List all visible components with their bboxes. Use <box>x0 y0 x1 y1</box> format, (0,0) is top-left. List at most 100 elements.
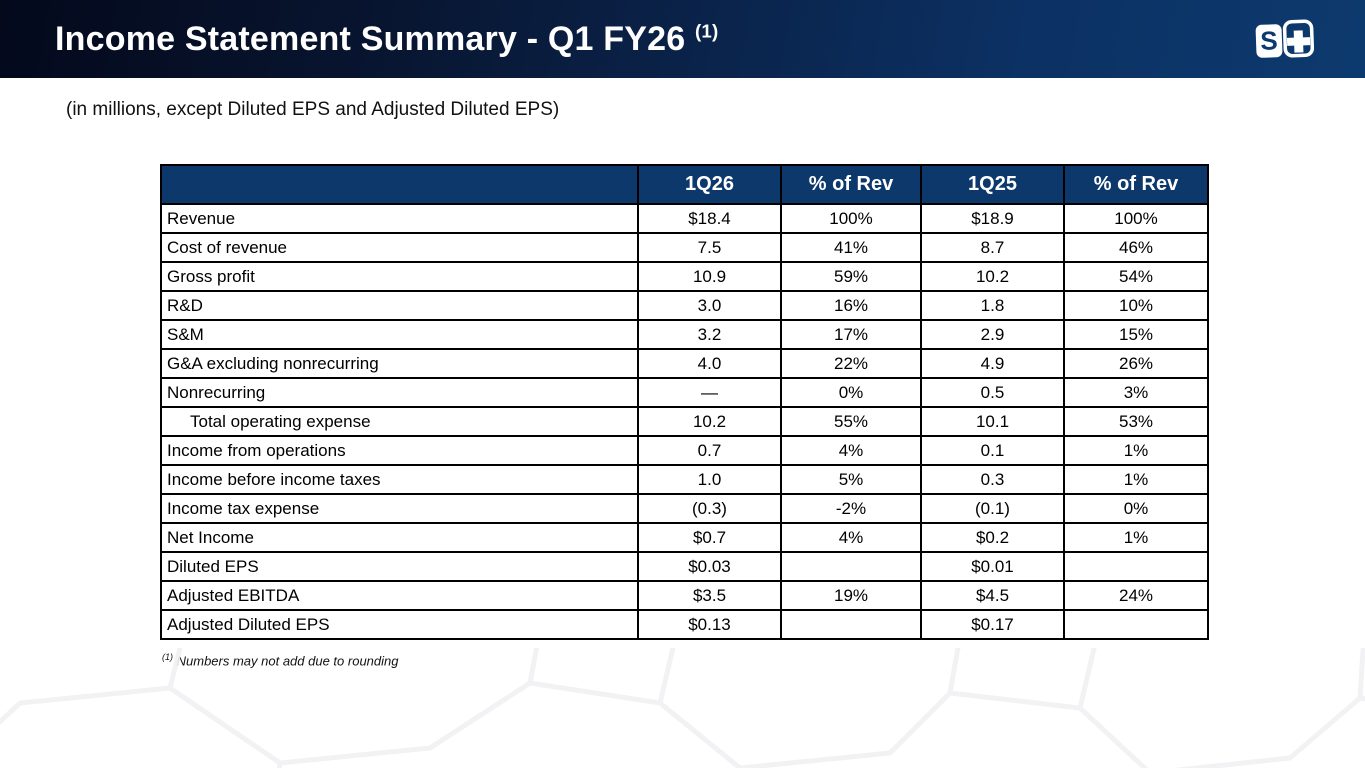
table-row: Income before income taxes 1.0 5% 0.3 1% <box>160 464 1209 495</box>
row-label: Nonrecurring <box>160 377 639 408</box>
row-value <box>1063 609 1209 640</box>
row-value: 17% <box>780 319 922 350</box>
row-value: 1.0 <box>637 464 782 495</box>
row-label: Adjusted Diluted EPS <box>160 609 639 640</box>
row-value: 10.1 <box>920 406 1065 437</box>
row-value: 0.3 <box>920 464 1065 495</box>
row-value: 1.8 <box>920 290 1065 321</box>
row-value: 1% <box>1063 435 1209 466</box>
table-row: R&D 3.0 16% 1.8 10% <box>160 290 1209 321</box>
row-value: $0.17 <box>920 609 1065 640</box>
row-value: 8.7 <box>920 232 1065 263</box>
row-label: Income from operations <box>160 435 639 466</box>
row-value: — <box>637 377 782 408</box>
row-label: Revenue <box>160 203 639 234</box>
row-value <box>780 609 922 640</box>
row-value: $0.01 <box>920 551 1065 582</box>
row-value: $18.4 <box>637 203 782 234</box>
column-header-1q25: 1Q25 <box>920 164 1065 205</box>
row-value: 26% <box>1063 348 1209 379</box>
row-value: 55% <box>780 406 922 437</box>
row-value: 24% <box>1063 580 1209 611</box>
table-row: G&A excluding nonrecurring 4.0 22% 4.9 26% <box>160 348 1209 379</box>
row-value: 0.5 <box>920 377 1065 408</box>
row-value <box>1063 551 1209 582</box>
units-subtitle: (in millions, except Diluted EPS and Adj… <box>66 99 560 120</box>
table-row: Total operating expense 10.2 55% 10.1 53% <box>160 406 1209 437</box>
row-value: $0.7 <box>637 522 782 553</box>
table-row: Income tax expense (0.3) -2% (0.1) 0% <box>160 493 1209 524</box>
table-row: Nonrecurring —0% 0.5 3% <box>160 377 1209 408</box>
row-value: 15% <box>1063 319 1209 350</box>
column-header-pct-rev-2: % of Rev <box>1063 164 1209 205</box>
row-label: Diluted EPS <box>160 551 639 582</box>
page-title-footnote-marker: (1) <box>695 20 719 42</box>
row-value: 46% <box>1063 232 1209 263</box>
row-label: S&M <box>160 319 639 350</box>
row-label: Total operating expense <box>160 406 639 437</box>
footnote-text: Numbers may not add due to rounding <box>176 653 399 669</box>
row-value: $0.03 <box>637 551 782 582</box>
row-value: 10.2 <box>637 406 782 437</box>
row-value: 53% <box>1063 406 1209 437</box>
row-value: $4.5 <box>920 580 1065 611</box>
table-row: Diluted EPS $0.03 $0.01 <box>160 551 1209 582</box>
row-value: 4.9 <box>920 348 1065 379</box>
row-value: 0.1 <box>920 435 1065 466</box>
table-header-row: 1Q26 % of Rev 1Q25 % of Rev <box>160 164 1209 205</box>
row-label: Net Income <box>160 522 639 553</box>
row-value: 41% <box>780 232 922 263</box>
row-value: 7.5 <box>637 232 782 263</box>
row-label: Cost of revenue <box>160 232 639 263</box>
row-value: 2.9 <box>920 319 1065 350</box>
page-title-text: Income Statement Summary - Q1 FY26 <box>55 19 686 58</box>
svg-text:S: S <box>1260 25 1278 56</box>
row-value: 10.2 <box>920 261 1065 292</box>
row-value: 59% <box>780 261 922 292</box>
row-value: (0.1) <box>920 493 1065 524</box>
row-value: 10% <box>1063 290 1209 321</box>
row-value: 100% <box>780 203 922 234</box>
row-value: $0.13 <box>637 609 782 640</box>
row-value: (0.3) <box>637 493 782 524</box>
table-row: Cost of revenue 7.5 41% 8.7 46% <box>160 232 1209 263</box>
column-header-pct-rev-1: % of Rev <box>780 164 922 205</box>
row-value: 19% <box>780 580 922 611</box>
rounding-footnote: (1) Numbers may not add due to rounding <box>162 652 398 668</box>
table-row: Net Income $0.7 4% $0.2 1% <box>160 522 1209 553</box>
row-value: 5% <box>780 464 922 495</box>
table-row: Revenue $18.4 100% $18.9 100% <box>160 203 1209 234</box>
row-value: 4.0 <box>637 348 782 379</box>
slide-title-banner: Income Statement Summary - Q1 FY26 (1) S <box>0 0 1365 78</box>
row-value: 0% <box>1063 493 1209 524</box>
row-value: 1% <box>1063 464 1209 495</box>
table-row: Gross profit 10.9 59% 10.2 54% <box>160 261 1209 292</box>
table-row: S&M 3.2 17% 2.9 15% <box>160 319 1209 350</box>
table-row: Adjusted EBITDA $3.5 19% $4.5 24% <box>160 580 1209 611</box>
row-value: 4% <box>780 435 922 466</box>
row-label: Adjusted EBITDA <box>160 580 639 611</box>
row-value: 3.0 <box>637 290 782 321</box>
row-value: 3.2 <box>637 319 782 350</box>
row-label: G&A excluding nonrecurring <box>160 348 639 379</box>
row-label: Income tax expense <box>160 493 639 524</box>
table-row: Adjusted Diluted EPS $0.13 $0.17 <box>160 609 1209 640</box>
row-value: 22% <box>780 348 922 379</box>
row-value: 16% <box>780 290 922 321</box>
row-value: 100% <box>1063 203 1209 234</box>
row-label: Income before income taxes <box>160 464 639 495</box>
column-header-1q26: 1Q26 <box>637 164 782 205</box>
income-statement-table: 1Q26 % of Rev 1Q25 % of Rev Revenue $18.4… <box>160 164 1209 640</box>
row-value: 10.9 <box>637 261 782 292</box>
company-logo-icon: S <box>1255 19 1315 58</box>
row-label: R&D <box>160 290 639 321</box>
page-title: Income Statement Summary - Q1 FY26 (1) <box>0 20 718 59</box>
row-value: $18.9 <box>920 203 1065 234</box>
footnote-marker: (1) <box>162 652 173 662</box>
row-value: 4% <box>780 522 922 553</box>
row-value: 0.7 <box>637 435 782 466</box>
row-value: 54% <box>1063 261 1209 292</box>
row-value: 3% <box>1063 377 1209 408</box>
row-value <box>780 551 922 582</box>
row-value: $3.5 <box>637 580 782 611</box>
